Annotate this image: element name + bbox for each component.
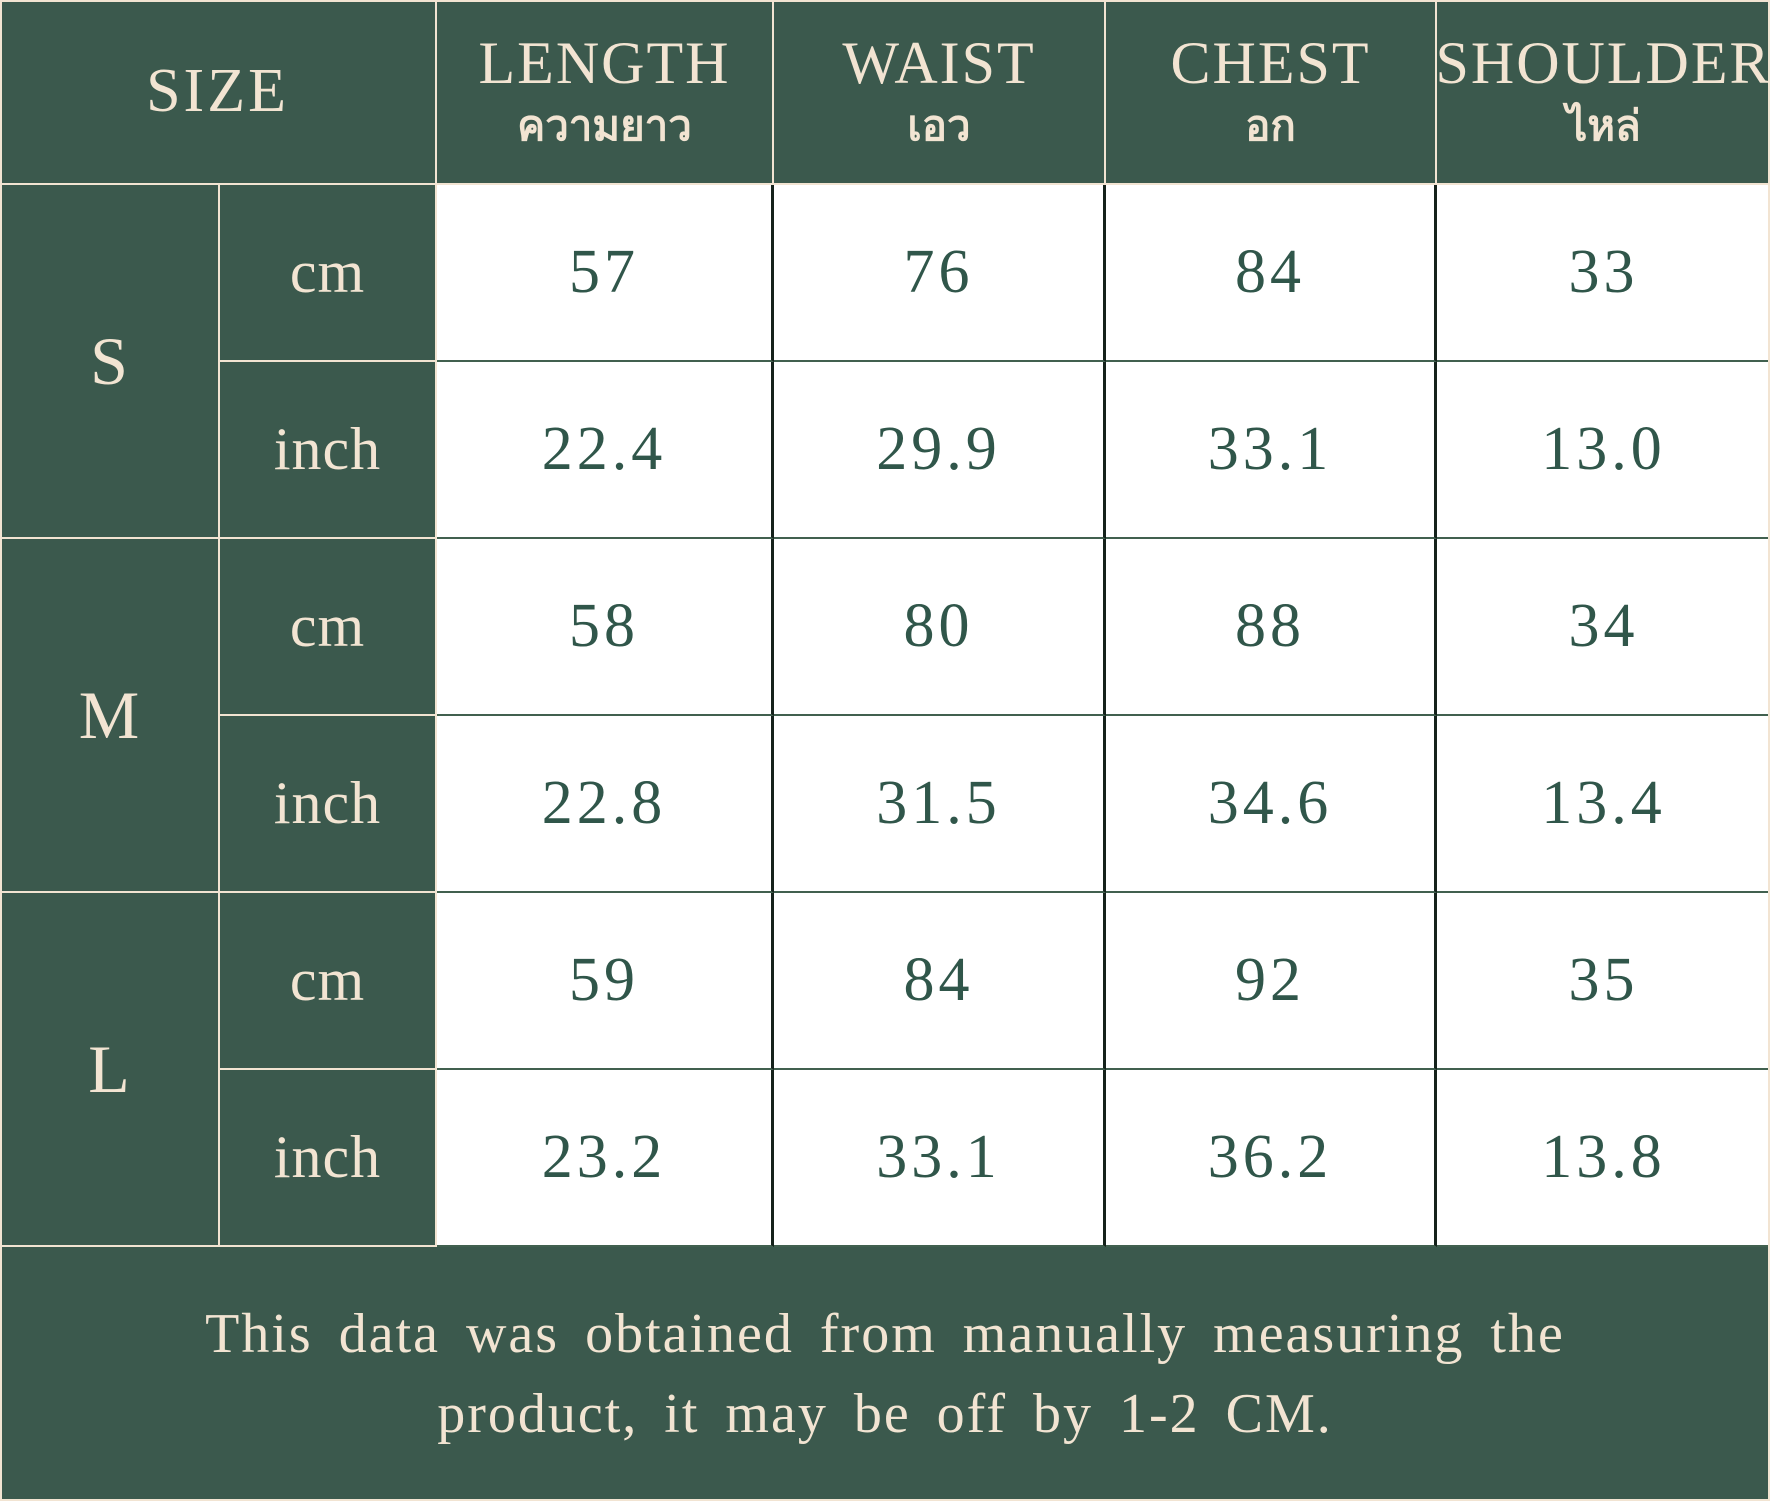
header-shoulder-en: SHOULDER — [1437, 29, 1770, 96]
unit-cell-s-cm: cm — [220, 185, 437, 362]
size-label-m: M — [0, 539, 220, 893]
value-cell-s-inch-chest: 33.1 — [1106, 362, 1437, 539]
value-cell-s-cm-chest: 84 — [1106, 185, 1437, 362]
value-cell-m-cm-shoulder: 34 — [1437, 539, 1770, 716]
value-m-cm-length: 58 — [569, 592, 639, 660]
header-cell-chest: CHEST อก — [1106, 0, 1437, 185]
header-shoulder-stack: SHOULDER ไหล่ — [1437, 29, 1770, 151]
size-letter-l: L — [88, 1030, 130, 1107]
value-m-inch-length: 22.8 — [541, 769, 667, 837]
value-cell-m-inch-shoulder: 13.4 — [1437, 716, 1770, 893]
header-cell-length: LENGTH ความยาว — [437, 0, 774, 185]
header-waist-th: เอว — [907, 101, 971, 149]
value-cell-l-cm-shoulder: 35 — [1437, 893, 1770, 1070]
header-chest-stack: CHEST อก — [1170, 29, 1371, 151]
value-cell-m-inch-length: 22.8 — [437, 716, 774, 893]
unit-label-s-cm: cm — [289, 239, 366, 305]
value-cell-l-cm-chest: 92 — [1106, 893, 1437, 1070]
value-cell-s-cm-length: 57 — [437, 185, 774, 362]
note-line-2: product, it may be off by 1-2 CM. — [437, 1383, 1333, 1445]
value-cell-l-cm-waist: 84 — [774, 893, 1106, 1070]
value-cell-s-inch-waist: 29.9 — [774, 362, 1106, 539]
value-cell-m-inch-waist: 31.5 — [774, 716, 1106, 893]
value-l-inch-chest: 36.2 — [1207, 1123, 1333, 1191]
value-m-cm-chest: 88 — [1235, 592, 1305, 660]
value-cell-s-cm-waist: 76 — [774, 185, 1106, 362]
header-length-th: ความยาว — [517, 101, 692, 149]
size-letter-s: S — [90, 322, 128, 399]
value-cell-m-cm-length: 58 — [437, 539, 774, 716]
header-cell-size: SIZE — [0, 0, 437, 185]
note-line-1: This data was obtained from manually mea… — [205, 1303, 1565, 1365]
size-label-s: S — [0, 185, 220, 539]
value-cell-m-cm-waist: 80 — [774, 539, 1106, 716]
value-m-inch-waist: 31.5 — [876, 769, 1001, 837]
header-cell-shoulder: SHOULDER ไหล่ — [1437, 0, 1770, 185]
value-m-cm-waist: 80 — [903, 592, 974, 660]
header-shoulder-th: ไหล่ — [1566, 101, 1641, 149]
unit-label-l-inch: inch — [273, 1124, 382, 1190]
value-cell-l-cm-length: 59 — [437, 893, 774, 1070]
measurement-note: This data was obtained from manually mea… — [0, 1247, 1770, 1501]
value-cell-s-cm-shoulder: 33 — [1437, 185, 1770, 362]
value-l-cm-shoulder: 35 — [1568, 946, 1639, 1014]
header-cell-waist: WAIST เอว — [774, 0, 1106, 185]
header-chest-th: อก — [1245, 101, 1296, 149]
value-m-inch-chest: 34.6 — [1207, 769, 1333, 837]
value-l-inch-shoulder: 13.8 — [1541, 1123, 1666, 1191]
value-cell-l-inch-shoulder: 13.8 — [1437, 1070, 1770, 1247]
value-s-cm-waist: 76 — [903, 238, 974, 306]
value-l-inch-length: 23.2 — [541, 1123, 667, 1191]
value-s-inch-chest: 33.1 — [1207, 415, 1333, 483]
header-length-stack: LENGTH ความยาว — [478, 29, 731, 151]
value-cell-m-inch-chest: 34.6 — [1106, 716, 1437, 893]
value-l-inch-waist: 33.1 — [876, 1123, 1001, 1191]
size-letter-m: M — [78, 676, 140, 753]
size-label-l: L — [0, 893, 220, 1247]
value-cell-s-inch-length: 22.4 — [437, 362, 774, 539]
size-header-label: SIZE — [146, 57, 289, 125]
value-l-cm-waist: 84 — [903, 946, 974, 1014]
unit-label-l-cm: cm — [289, 947, 366, 1013]
unit-label-s-inch: inch — [273, 416, 382, 482]
unit-label-m-inch: inch — [273, 770, 382, 836]
value-s-cm-length: 57 — [569, 238, 639, 306]
value-cell-s-inch-shoulder: 13.0 — [1437, 362, 1770, 539]
value-s-cm-chest: 84 — [1235, 238, 1305, 306]
unit-cell-l-cm: cm — [220, 893, 437, 1070]
value-cell-l-inch-chest: 36.2 — [1106, 1070, 1437, 1247]
value-cell-m-cm-chest: 88 — [1106, 539, 1437, 716]
header-waist-stack: WAIST เอว — [842, 29, 1036, 151]
value-cell-l-inch-length: 23.2 — [437, 1070, 774, 1247]
value-s-cm-shoulder: 33 — [1568, 238, 1639, 306]
value-m-cm-shoulder: 34 — [1568, 592, 1639, 660]
value-s-inch-shoulder: 13.0 — [1541, 415, 1666, 483]
unit-label-m-cm: cm — [289, 593, 366, 659]
value-l-cm-length: 59 — [569, 946, 639, 1014]
value-m-inch-shoulder: 13.4 — [1541, 769, 1666, 837]
unit-cell-m-cm: cm — [220, 539, 437, 716]
unit-cell-m-inch: inch — [220, 716, 437, 893]
value-s-inch-waist: 29.9 — [876, 415, 1001, 483]
value-l-cm-chest: 92 — [1235, 946, 1305, 1014]
header-length-en: LENGTH — [478, 29, 731, 96]
value-cell-l-inch-waist: 33.1 — [774, 1070, 1106, 1247]
header-chest-en: CHEST — [1170, 29, 1371, 96]
header-waist-en: WAIST — [842, 29, 1036, 96]
unit-cell-s-inch: inch — [220, 362, 437, 539]
value-s-inch-length: 22.4 — [541, 415, 667, 483]
unit-cell-l-inch: inch — [220, 1070, 437, 1247]
